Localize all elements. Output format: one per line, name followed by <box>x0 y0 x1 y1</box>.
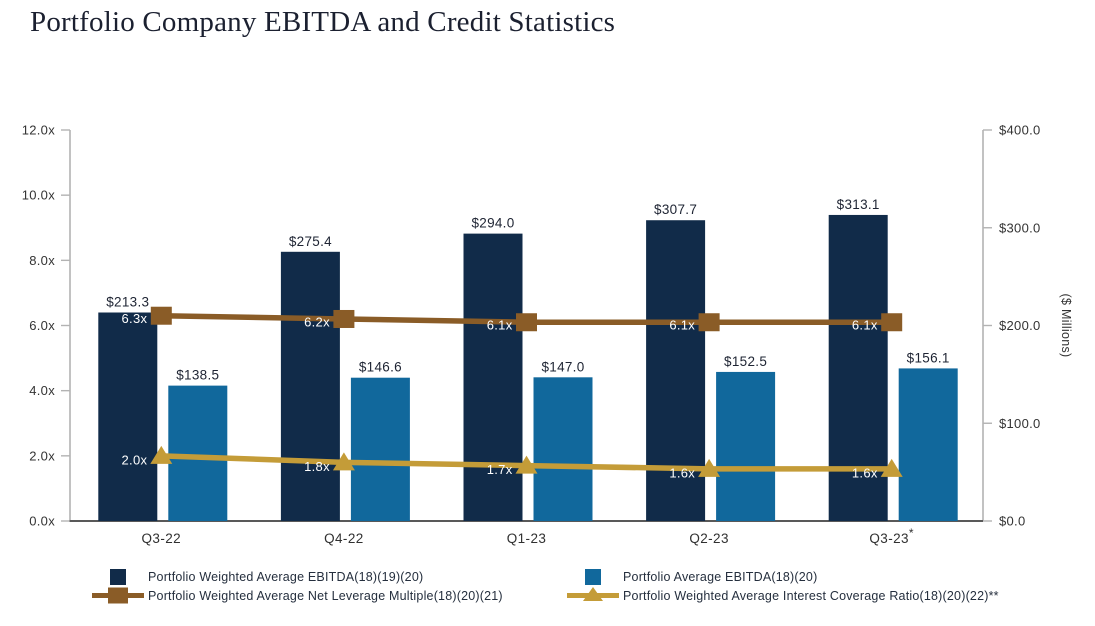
legend-item-weighted-ebitda: Portfolio Weighted Average EBITDA(18)(19… <box>92 568 423 585</box>
legend-label: Portfolio Average EBITDA(18)(20) <box>623 569 818 584</box>
square-marker-icon <box>516 313 537 332</box>
brown-line-square-swatch-icon <box>92 587 144 604</box>
y-right-tick-label: $300.0 <box>999 220 1041 235</box>
line-value-label: 6.2x <box>304 314 330 329</box>
x-category-label: Q3-22 <box>142 531 182 546</box>
legend-item-net-leverage-multiple: Portfolio Weighted Average Net Leverage … <box>92 587 503 604</box>
x-category-label: Q1-23 <box>507 531 547 546</box>
y-right-axis-title: ($ Millions) <box>1059 293 1073 357</box>
triangle-marker-icon <box>150 445 173 464</box>
line-value-label: 6.1x <box>669 318 695 333</box>
line-value-label: 1.7x <box>487 462 513 477</box>
square-marker-icon <box>881 313 903 332</box>
footnote-asterisk: * <box>909 526 914 540</box>
bar-average-ebitda-Q4-22 <box>350 377 410 521</box>
bar-weighted-ebitda-Q3-22 <box>98 312 158 521</box>
gold-line-triangle-swatch-icon <box>567 587 619 604</box>
y-right-tick-label: $100.0 <box>999 416 1041 431</box>
bar-value-label: $213.3 <box>106 294 149 309</box>
x-category-label: Q3-23* <box>869 526 914 546</box>
triangle-marker-icon <box>332 452 355 471</box>
x-category-label: Q2-23 <box>689 531 729 546</box>
bar-weighted-ebitda-Q1-23 <box>463 233 523 522</box>
bar-value-label: $294.0 <box>471 216 514 231</box>
y-left-tick-label: 0.0x <box>29 514 55 529</box>
bar-value-label: $138.5 <box>176 368 219 383</box>
line-value-label: 6.1x <box>852 318 878 333</box>
bar-value-label: $147.0 <box>541 359 584 374</box>
legend-item-average-ebitda: Portfolio Average EBITDA(18)(20) <box>567 568 817 585</box>
page-title: Portfolio Company EBITDA and Credit Stat… <box>30 6 616 38</box>
y-left-tick-label: 10.0x <box>22 188 56 203</box>
x-category-label: Q4-22 <box>324 531 364 546</box>
bar-average-ebitda-Q2-23 <box>716 371 776 521</box>
y-right-tick-label: $200.0 <box>999 318 1041 333</box>
square-marker-icon <box>698 313 720 332</box>
line-value-label: 1.8x <box>304 459 330 474</box>
square-marker-icon <box>150 306 172 325</box>
bar-average-ebitda-Q1-23 <box>533 377 593 521</box>
line-value-label: 1.6x <box>852 465 878 480</box>
bar-value-label: $156.1 <box>907 350 950 365</box>
bar-value-label: $146.6 <box>359 360 402 375</box>
bar-average-ebitda-Q3-22 <box>168 385 228 521</box>
legend-label: Portfolio Weighted Average EBITDA(18)(19… <box>148 569 424 584</box>
square-marker-icon <box>333 309 355 328</box>
y-left-tick-label: 2.0x <box>29 448 55 463</box>
bar-average-ebitda-Q3-23 <box>898 368 958 521</box>
legend-item-interest-coverage-ratio: Portfolio Weighted Average Interest Cove… <box>567 587 999 604</box>
bar-value-label: $313.1 <box>837 197 880 212</box>
legend-label: Portfolio Weighted Average Interest Cove… <box>623 588 999 603</box>
y-left-tick-label: 6.0x <box>29 318 55 333</box>
triangle-marker-icon <box>698 458 721 477</box>
triangle-marker-icon <box>515 455 538 474</box>
line-value-label: 1.6x <box>669 465 695 480</box>
line-value-label: 2.0x <box>122 452 148 467</box>
legend-line-marker-icon <box>567 587 619 601</box>
y-right-tick-label: $0.0 <box>999 514 1026 529</box>
bar-value-label: $152.5 <box>724 354 767 369</box>
y-left-tick-label: 4.0x <box>29 383 55 398</box>
legend-label: Portfolio Weighted Average Net Leverage … <box>148 588 503 603</box>
bar-value-label: $307.7 <box>654 202 697 217</box>
blue-square-swatch-icon <box>567 568 619 585</box>
bar-value-label: $275.4 <box>289 234 332 249</box>
legend-square-icon <box>585 568 601 585</box>
legend-line-marker-icon <box>92 587 144 604</box>
bar-weighted-ebitda-Q4-22 <box>280 251 340 521</box>
y-left-tick-label: 12.0x <box>22 123 56 138</box>
line-value-label: 6.3x <box>122 311 148 326</box>
legend-square-icon <box>110 568 126 585</box>
y-right-tick-label: $400.0 <box>999 123 1041 138</box>
navy-square-swatch-icon <box>92 568 144 585</box>
line-value-label: 6.1x <box>487 318 513 333</box>
y-left-tick-label: 8.0x <box>29 253 55 268</box>
triangle-marker-icon <box>880 458 903 477</box>
